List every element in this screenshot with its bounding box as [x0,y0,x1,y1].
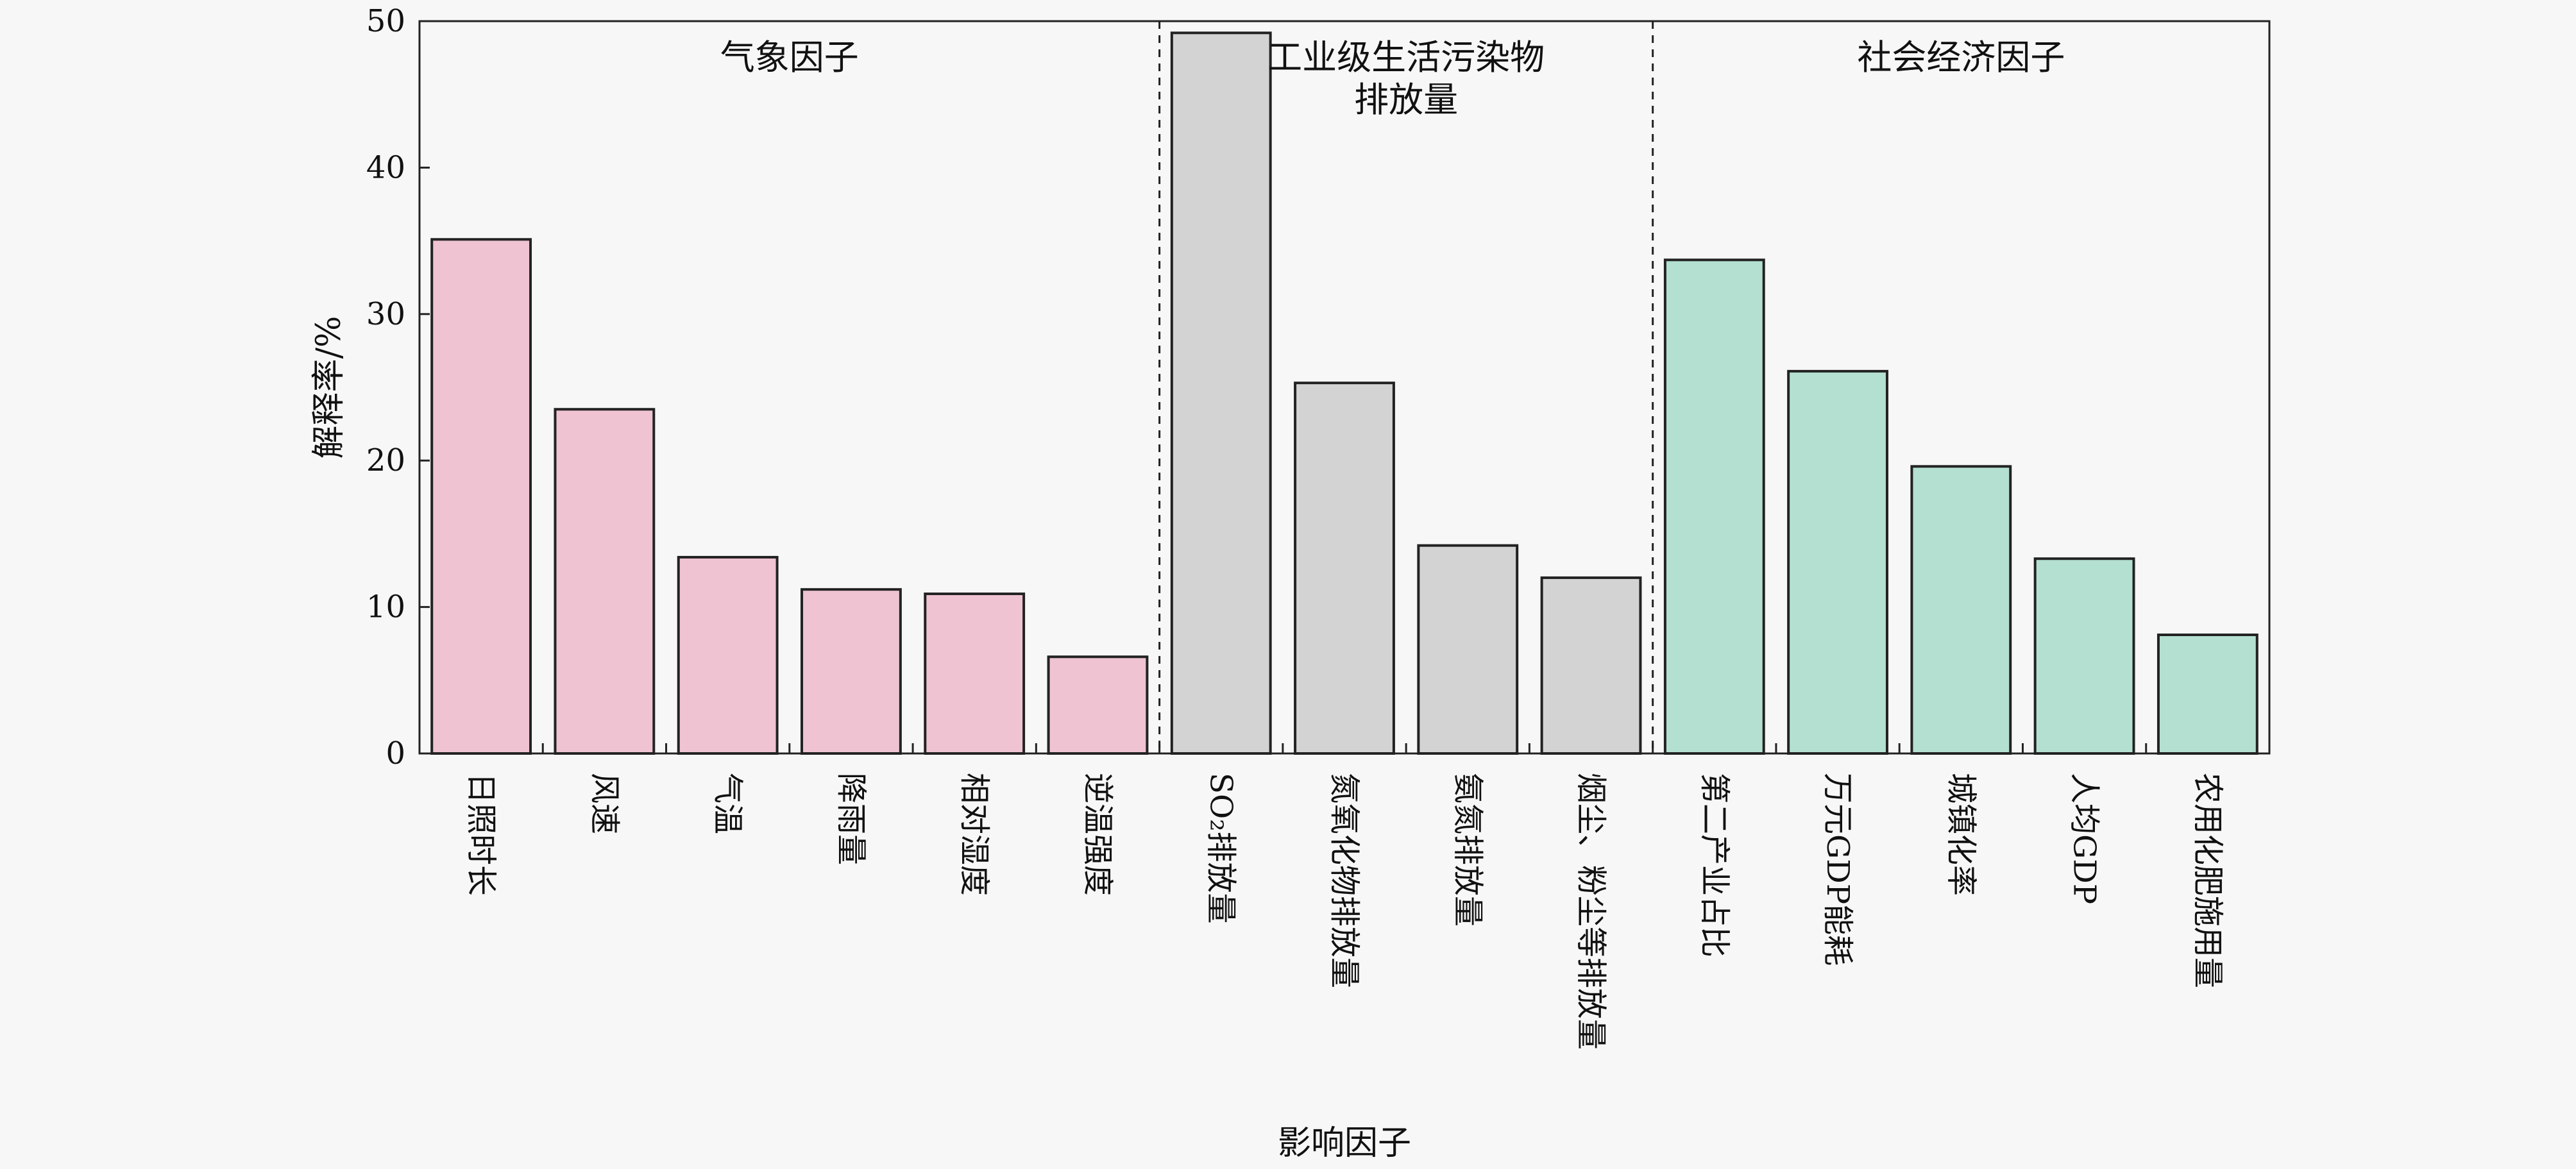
y-tick-label: 20 [366,442,405,478]
bar [801,588,902,755]
group-title: 工业级生活污染物 [1267,37,1545,78]
x-tick-label: 气温 [710,773,746,834]
group-title: 社会经济因子 [1857,37,2065,78]
bar [1910,465,2012,755]
bar [2157,633,2258,755]
x-tick-label: SO₂排放量 [1203,773,1239,923]
x-tick-label: 降雨量 [833,773,869,865]
x-tick-label: 相对湿度 [956,773,992,896]
x-tick-label: 风速 [586,773,622,834]
y-axis-title: 解释率/% [310,316,348,459]
x-tick-label: 氨氮排放量 [1450,773,1486,927]
y-tick-label: 0 [386,736,405,771]
x-tick-label: 人均GDP [2067,773,2103,904]
bar [924,593,1026,755]
x-axis-title: 影响因子 [1278,1124,1411,1163]
bar [1787,369,1888,755]
bar [1170,31,1272,755]
x-tick-label: 城镇化率 [1943,773,1979,896]
bar [2033,557,2135,755]
group-title: 气象因子 [720,37,859,78]
x-tick-label: 万元GDP能耗 [1820,773,1856,966]
x-tick-label: 日照时长 [463,773,499,896]
x-tick-label: 第二产业占比 [1697,773,1733,957]
y-tick-label: 40 [366,149,405,185]
y-tick-label: 30 [366,296,405,332]
bar [1047,655,1149,755]
plot-area: 0 10 20 30 40 50 日照时长 风速 气温 降雨量 相对湿度 逆温强度 SO₂排放量 氮氧化物… [366,3,2271,1050]
x-tick-label: 氮氧化物排放量 [1326,773,1362,988]
x-tick-label: 逆温强度 [1080,773,1115,896]
bar [554,408,656,755]
bar [1417,544,1519,755]
y-tick-label: 10 [366,589,405,625]
bar [1663,258,1765,755]
bar [1540,576,1642,755]
bar [677,555,779,755]
x-tick-label: 烟尘、粉尘等排放量 [1573,773,1609,1050]
x-tick-label: 农用化肥施用量 [2190,773,2226,988]
group-title: 排放量 [1354,80,1458,120]
bar [430,238,532,755]
y-tick-label: 50 [366,3,405,39]
bar [1294,382,1395,755]
